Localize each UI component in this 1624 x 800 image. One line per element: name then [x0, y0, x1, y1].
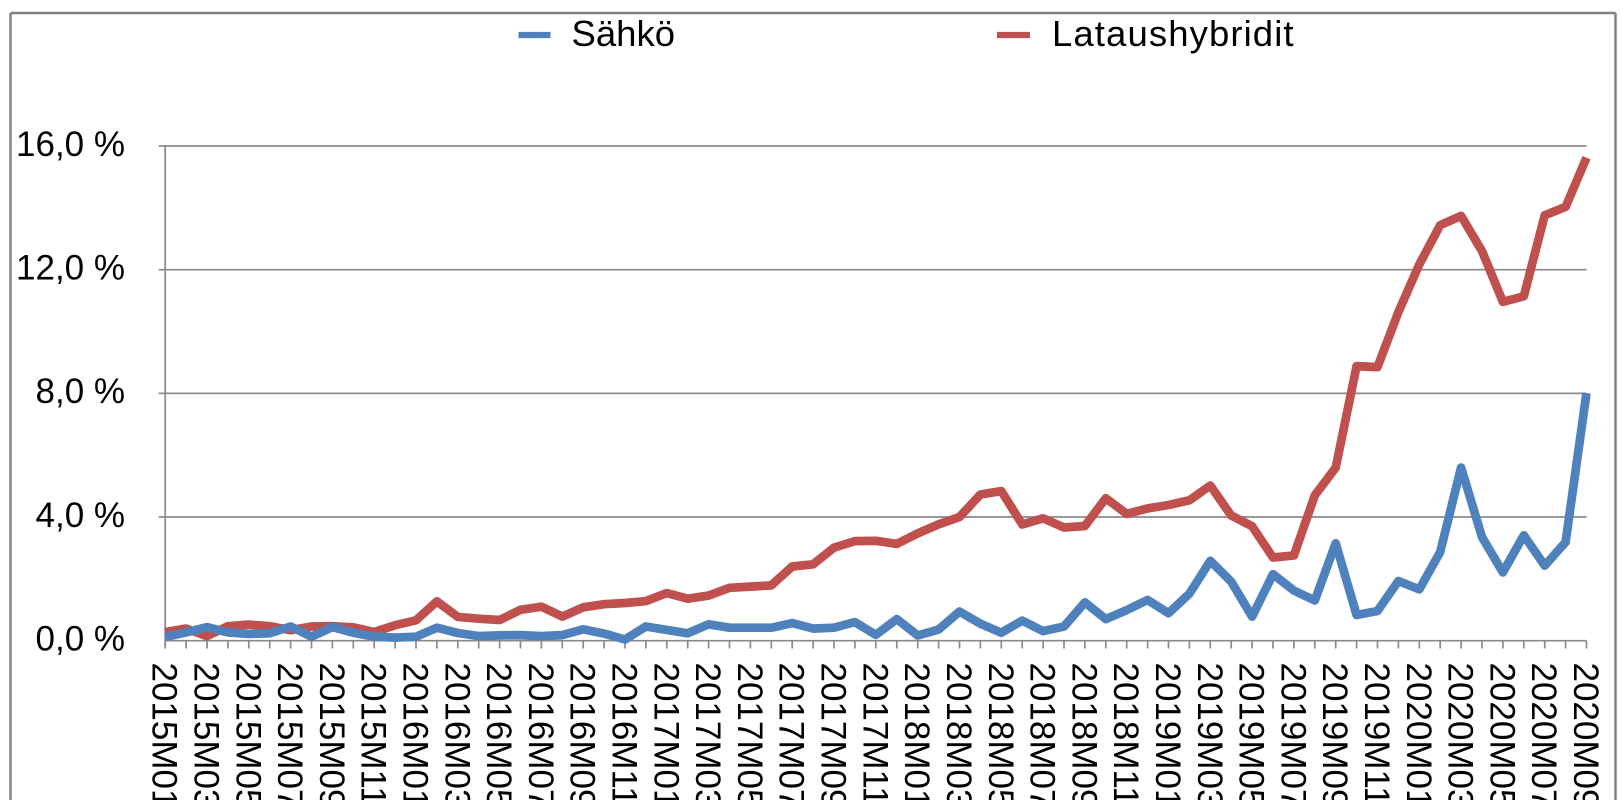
svg-text:2015M11: 2015M11	[354, 663, 393, 800]
svg-text:2018M07: 2018M07	[1023, 663, 1062, 800]
svg-text:2019M05: 2019M05	[1232, 663, 1271, 800]
svg-text:2016M09: 2016M09	[563, 663, 602, 800]
svg-text:Sähkö: Sähkö	[572, 13, 676, 54]
svg-text:2017M09: 2017M09	[814, 663, 853, 800]
svg-text:2019M09: 2019M09	[1315, 663, 1354, 800]
svg-text:2015M01: 2015M01	[145, 663, 184, 800]
svg-text:2017M03: 2017M03	[688, 663, 727, 800]
svg-text:2017M07: 2017M07	[772, 663, 811, 800]
svg-text:4,0 %: 4,0 %	[36, 496, 126, 535]
svg-text:2016M07: 2016M07	[521, 663, 560, 800]
svg-text:2020M03: 2020M03	[1441, 663, 1480, 800]
svg-text:2020M09: 2020M09	[1566, 663, 1605, 800]
svg-text:2018M03: 2018M03	[939, 663, 978, 800]
svg-text:2019M07: 2019M07	[1273, 663, 1312, 800]
svg-text:2019M03: 2019M03	[1190, 663, 1229, 800]
svg-text:2019M11: 2019M11	[1357, 663, 1396, 800]
svg-text:2020M01: 2020M01	[1399, 663, 1438, 800]
svg-text:2020M07: 2020M07	[1524, 663, 1563, 800]
svg-text:12,0 %: 12,0 %	[16, 249, 125, 288]
svg-text:2015M07: 2015M07	[270, 663, 309, 800]
svg-text:0,0 %: 0,0 %	[36, 620, 126, 659]
svg-text:2017M11: 2017M11	[855, 663, 894, 800]
svg-text:2020M05: 2020M05	[1482, 663, 1521, 800]
svg-text:16,0 %: 16,0 %	[16, 125, 125, 164]
svg-text:2018M11: 2018M11	[1106, 663, 1145, 800]
svg-text:2015M03: 2015M03	[187, 663, 226, 800]
svg-text:2016M03: 2016M03	[437, 663, 476, 800]
svg-text:2016M11: 2016M11	[605, 663, 644, 800]
svg-text:2017M05: 2017M05	[730, 663, 769, 800]
svg-text:2017M01: 2017M01	[646, 663, 685, 800]
svg-text:2016M05: 2016M05	[479, 663, 518, 800]
svg-text:2019M01: 2019M01	[1148, 663, 1187, 800]
svg-text:2018M05: 2018M05	[981, 663, 1020, 800]
svg-text:2016M01: 2016M01	[396, 663, 435, 800]
svg-text:2018M09: 2018M09	[1064, 663, 1103, 800]
svg-text:2015M05: 2015M05	[228, 663, 267, 800]
svg-text:Lataushybridit: Lataushybridit	[1052, 13, 1295, 54]
svg-text:2015M09: 2015M09	[312, 663, 351, 800]
svg-text:2018M01: 2018M01	[897, 663, 936, 800]
svg-text:8,0 %: 8,0 %	[36, 372, 126, 411]
